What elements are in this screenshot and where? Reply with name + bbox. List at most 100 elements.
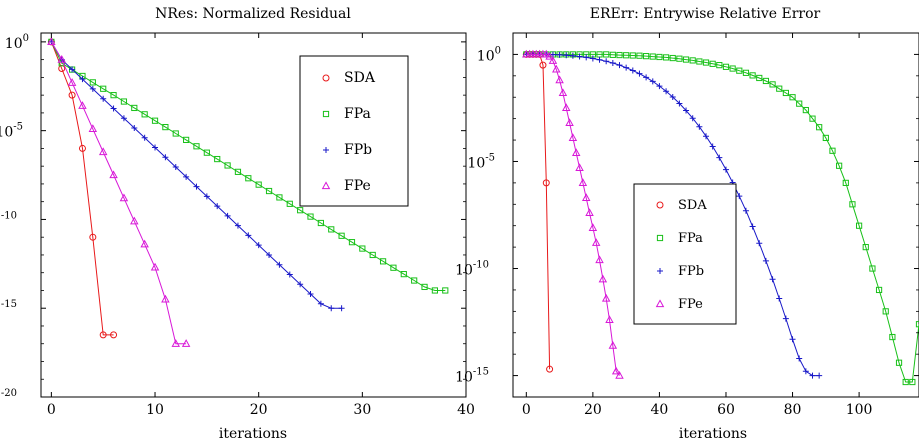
data-point (742, 207, 749, 214)
chart-ererr: ERErr: Entrywise Relative Error 0 20 40 60 8… (455, 6, 919, 442)
legend: SDA FPa FPb FPe (633, 183, 737, 325)
data-point (379, 258, 387, 265)
data-point (338, 232, 345, 239)
data-point (89, 233, 97, 241)
data-point (172, 130, 179, 137)
legend-label: FPa (344, 106, 371, 122)
data-point (328, 226, 335, 233)
data-point (542, 179, 550, 187)
data-point (162, 124, 169, 131)
data-point (601, 293, 611, 302)
data-point (915, 321, 919, 328)
data-point (796, 100, 803, 107)
data-point (676, 55, 683, 62)
data-point (338, 305, 345, 312)
data-point (542, 49, 551, 58)
data-point (193, 143, 200, 150)
series-fpb (48, 38, 345, 312)
legend-marker (657, 268, 663, 274)
data-point (836, 162, 843, 169)
data-point (110, 92, 117, 99)
data-point (603, 51, 610, 58)
data-point (131, 104, 138, 112)
data-point (875, 286, 883, 294)
axis-ticks: 0 10 20 30 40 100 10-5 10-10 10-15 10-20 (0, 33, 475, 418)
data-point (214, 203, 221, 210)
data-point (67, 78, 77, 86)
data-point (110, 105, 117, 112)
data-point (909, 378, 916, 386)
data-point (616, 62, 623, 69)
data-point (183, 173, 190, 180)
data-point (722, 166, 729, 173)
data-point (140, 239, 149, 248)
data-point (234, 222, 241, 229)
data-point (629, 52, 636, 59)
data-point (171, 339, 181, 347)
data-point (47, 37, 56, 45)
legend-box (633, 183, 737, 325)
data-point (276, 261, 283, 268)
y-tick-label: 10-15 (0, 299, 17, 318)
data-point (548, 56, 558, 64)
data-point (565, 118, 574, 127)
data-point (869, 265, 876, 272)
data-point (756, 240, 763, 247)
legend-label: FPe (678, 297, 703, 312)
data-point (829, 147, 836, 154)
legend-entry-fpb: FPb (323, 142, 372, 158)
data-point (769, 276, 776, 283)
series-line-fpa (50, 41, 446, 291)
data-point (442, 287, 449, 294)
data-point (131, 124, 138, 131)
y-tick-label: 10-20 (0, 388, 17, 407)
data-point (722, 63, 730, 70)
data-point (89, 85, 96, 92)
data-point (78, 101, 87, 109)
data-point (742, 69, 750, 76)
data-point (286, 271, 293, 278)
legend-box (299, 55, 409, 207)
data-point (556, 51, 563, 58)
data-point (689, 115, 696, 122)
data-point (662, 54, 670, 61)
data-point (328, 305, 335, 312)
legend-marker (321, 181, 331, 190)
x-tick-label: 100 (846, 402, 873, 418)
series-line-fpe (50, 41, 187, 345)
data-point (782, 315, 789, 322)
data-point (130, 216, 139, 225)
data-point (656, 53, 663, 61)
data-point (902, 378, 909, 386)
series-fpa (48, 38, 449, 294)
data-point (120, 115, 127, 122)
data-point (802, 368, 809, 375)
legend-marker (322, 74, 330, 82)
data-point (676, 100, 683, 107)
data-point (575, 163, 584, 171)
legend: SDA FPa FPb FPe (299, 55, 409, 207)
data-point (568, 133, 578, 142)
x-tick-label: 0 (522, 402, 531, 418)
data-point (816, 372, 823, 379)
y-tick-label: 10-10 (455, 260, 489, 279)
data-point (359, 245, 366, 252)
legend-marker (656, 201, 664, 209)
legend-label: FPa (678, 231, 703, 246)
data-point (591, 238, 601, 246)
data-point (882, 308, 889, 315)
data-point (266, 251, 273, 258)
data-point (609, 51, 616, 58)
legend-marker (322, 110, 330, 118)
data-point (255, 242, 262, 249)
data-point (736, 193, 743, 200)
data-point (595, 255, 604, 264)
data-point (895, 359, 903, 366)
data-point (636, 70, 643, 77)
data-point (749, 72, 756, 79)
data-point (683, 107, 690, 114)
data-point (562, 103, 571, 112)
x-axis-label: iterations (679, 426, 747, 442)
legend-marker (323, 147, 329, 153)
data-point (822, 134, 829, 142)
